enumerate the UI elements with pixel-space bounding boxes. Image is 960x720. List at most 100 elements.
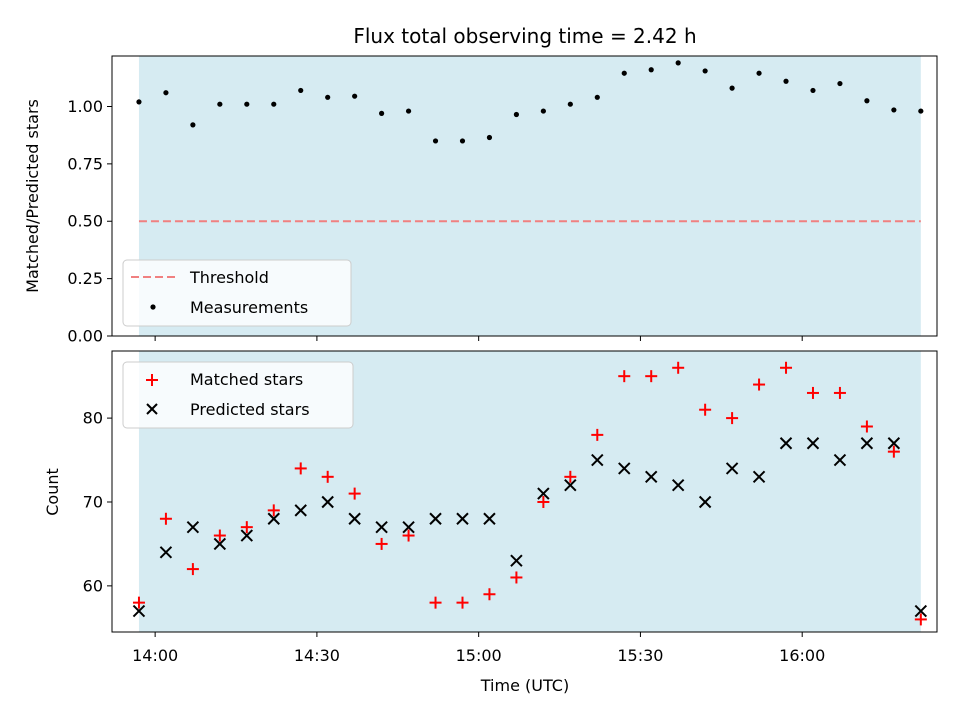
matched-star-point — [429, 596, 442, 609]
top-legend-box — [122, 259, 352, 327]
measurement-point — [648, 67, 654, 73]
predicted-star-point — [483, 512, 496, 525]
measurement-point — [918, 108, 924, 114]
predicted-star-point — [294, 504, 307, 517]
matched-star-point — [591, 428, 604, 441]
x-tick-label: 14:30 — [294, 646, 340, 665]
bottom-y-ticks: 60 70 80 — [83, 409, 112, 595]
predicted-star-point — [159, 546, 173, 559]
measurement-points — [136, 60, 924, 144]
measurement-point — [567, 101, 573, 107]
x-tick-label: 16:00 — [779, 646, 825, 665]
measurement-point — [864, 98, 870, 104]
matched-star-point — [483, 588, 496, 601]
top-y-ticks: 0.00 0.25 0.50 0.75 1.00 — [67, 97, 112, 346]
predicted-star-point — [375, 520, 388, 534]
predicted-star-point — [860, 437, 874, 450]
measurement-point — [244, 101, 250, 107]
matched-star-point — [699, 403, 712, 416]
chart-title: Flux total observing time = 2.42 h — [353, 24, 696, 48]
predicted-star-point — [914, 604, 928, 618]
measurement-point — [810, 87, 816, 94]
measurement-point — [729, 85, 735, 91]
predicted-star-point — [887, 437, 901, 450]
matched-star-point — [402, 529, 415, 542]
bottom-y-axis-label: Count — [43, 468, 62, 516]
predicted-star-point — [213, 537, 227, 551]
threshold-legend-label: Threshold — [189, 268, 269, 287]
measurement-point — [298, 87, 304, 94]
measurement-point — [190, 122, 196, 128]
matched-star-point — [618, 370, 631, 383]
top-y-tick-label: 0.75 — [67, 154, 103, 173]
x-tick-label: 15:00 — [456, 646, 502, 665]
predicted-star-point — [779, 437, 793, 450]
predicted-star-point — [321, 495, 334, 509]
measurement-point — [136, 99, 142, 105]
bottom-axes-frame — [111, 350, 938, 633]
predicted-star-point — [456, 512, 469, 525]
predicted-star-point — [752, 470, 766, 484]
measurement-point — [837, 80, 843, 87]
measurement-point — [891, 107, 897, 113]
measurement-point — [271, 101, 277, 107]
matched-star-point — [726, 412, 739, 425]
matched-star-point — [375, 537, 388, 550]
top-y-tick-label: 1.00 — [67, 97, 103, 116]
x-tick-label: 15:30 — [617, 646, 663, 665]
top-panel: 0.00 0.25 0.50 0.75 1.00 Matched/Predicted s… — [23, 55, 938, 346]
matched-star-point — [321, 470, 334, 483]
predicted-star-point — [510, 554, 523, 567]
x-tick-label: 14:00 — [132, 646, 178, 665]
bottom-y-tick-label: 60 — [83, 576, 103, 595]
x-axis-label: Time (UTC) — [480, 676, 569, 695]
matched-star-point — [267, 504, 280, 517]
measurement-point — [352, 93, 358, 99]
matched-star-point — [348, 487, 361, 500]
predicted-star-point — [618, 462, 631, 475]
matched-star-point — [780, 361, 793, 374]
predicted-star-point — [591, 453, 604, 467]
predicted-star-point — [240, 529, 254, 542]
measurement-point — [675, 60, 681, 66]
matched-star-point — [294, 462, 307, 475]
matched-star-point — [132, 596, 145, 609]
matched-star-point — [753, 378, 766, 391]
matched-star-point — [860, 420, 873, 433]
predicted-star-point — [402, 520, 415, 534]
predicted-stars-points — [132, 437, 928, 618]
predicted-legend-swatch — [146, 403, 158, 415]
predicted-star-point — [645, 470, 658, 484]
predicted-star-point — [564, 479, 577, 492]
matched-star-point — [159, 512, 172, 525]
matched-star-point — [240, 521, 253, 534]
top-legend: Threshold Measurements — [122, 259, 352, 327]
predicted-star-point — [429, 512, 442, 525]
measurement-point — [379, 110, 385, 116]
top-y-axis-label: Matched/Predicted stars — [23, 99, 42, 293]
matched-star-point — [537, 495, 550, 508]
measurement-point — [459, 138, 466, 144]
measurements-legend-swatch — [150, 304, 156, 310]
matched-stars-points — [132, 361, 927, 626]
matched-star-point — [833, 386, 846, 399]
measurement-point — [783, 78, 789, 84]
matched-star-point — [186, 563, 199, 576]
predicted-legend-label: Predicted stars — [190, 400, 310, 419]
top-y-tick-label: 0.00 — [67, 327, 103, 346]
top-y-tick-label: 0.50 — [67, 212, 103, 231]
matched-star-point — [456, 596, 469, 609]
measurements-legend-label: Measurements — [190, 298, 308, 317]
bottom-panel: 60 70 80 14:00 14:30 15:00 15:30 16:00 Count T… — [43, 350, 938, 695]
matched-star-point — [213, 529, 226, 542]
bottom-legend: Matched stars Predicted stars — [122, 361, 354, 429]
measurement-point — [163, 90, 169, 96]
matched-legend-swatch — [146, 374, 158, 386]
predicted-star-point — [267, 512, 280, 525]
measurement-point — [513, 111, 520, 118]
matched-star-point — [887, 445, 900, 458]
predicted-star-point — [186, 520, 200, 534]
top-y-tick-label: 0.25 — [67, 269, 103, 288]
matched-star-point — [672, 361, 685, 374]
top-axes-frame — [111, 55, 938, 337]
